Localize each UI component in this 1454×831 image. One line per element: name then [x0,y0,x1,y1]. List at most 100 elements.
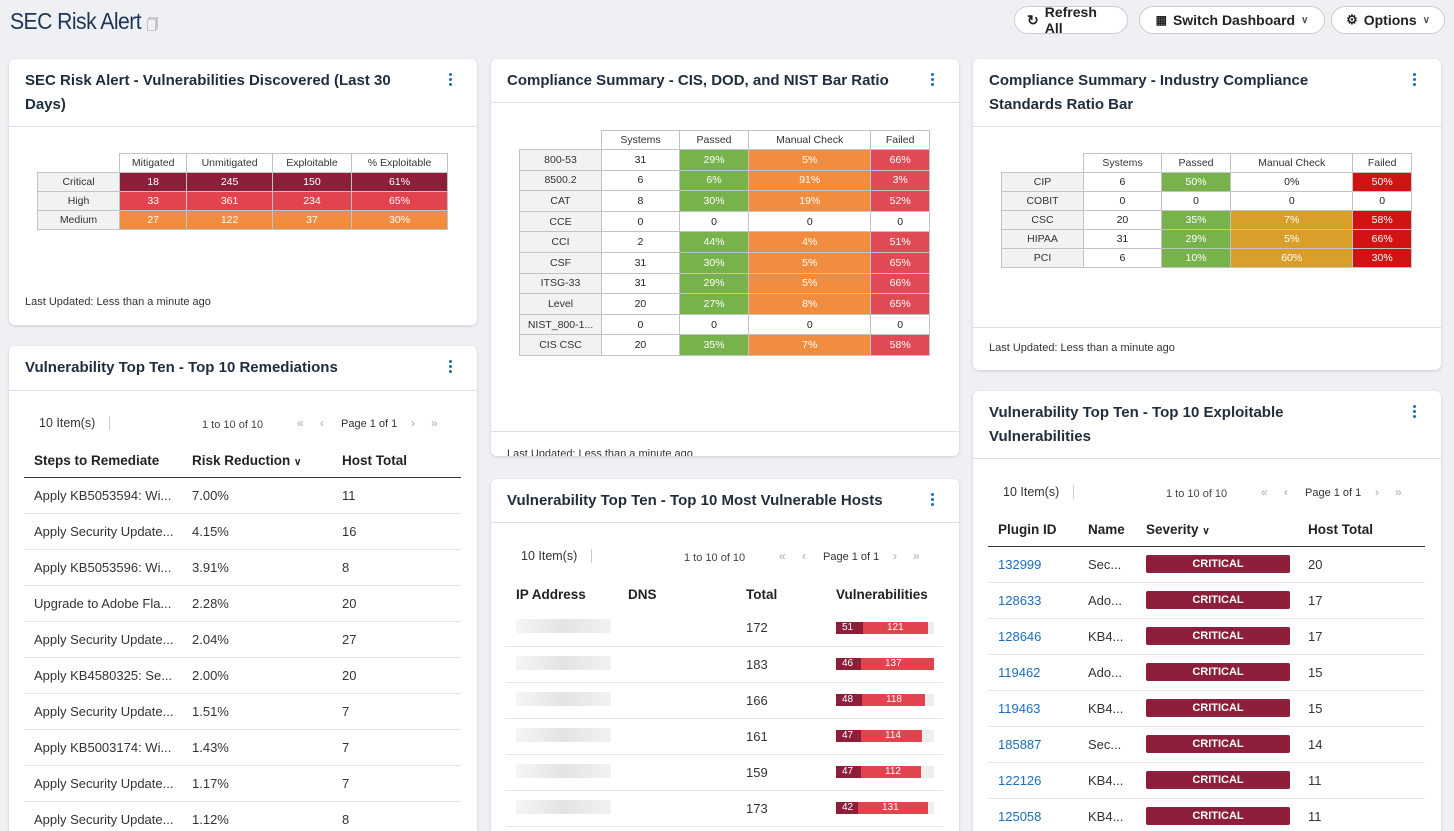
first-page-icon[interactable]: « [779,549,786,563]
matrix-cell[interactable]: 5% [1230,229,1354,249]
matrix-cell[interactable]: 66% [870,149,930,171]
col-host-total[interactable]: Host Total [332,445,461,478]
matrix-cell[interactable]: 29% [678,149,750,171]
table-row[interactable]: 183 46 137 [506,646,943,683]
matrix-cell[interactable]: 27 [118,210,188,230]
severity-bar[interactable]: 47 114 [836,730,943,742]
matrix-cell[interactable]: 0 [1160,191,1232,211]
matrix-cell[interactable]: 30% [678,251,750,274]
col-dns[interactable]: DNS [618,578,736,610]
severity-bar[interactable]: 42 131 [836,802,943,814]
matrix-cell[interactable]: 66% [1352,229,1412,249]
kebab-menu-icon[interactable] [931,73,935,86]
matrix-cell[interactable]: 31 [601,149,680,171]
matrix-cell[interactable]: 7% [748,334,872,356]
matrix-cell[interactable]: 33 [118,191,188,211]
last-page-icon[interactable]: » [431,416,438,430]
last-page-icon[interactable]: » [1395,485,1402,499]
next-page-icon[interactable]: › [411,416,415,430]
matrix-cell[interactable]: 27% [678,293,750,315]
matrix-cell[interactable]: 5% [748,251,872,274]
matrix-cell[interactable]: 234 [271,191,353,211]
cell-vulnerabilities[interactable]: 46 137 [826,646,943,683]
matrix-cell[interactable]: 37 [271,210,353,230]
matrix-cell[interactable]: 91% [748,169,872,192]
matrix-cell[interactable]: 6 [601,169,680,192]
matrix-cell[interactable]: 0 [870,313,930,336]
matrix-cell[interactable]: 4% [748,231,872,253]
col-vulnerabilities[interactable]: Vulnerabilities [826,578,943,610]
table-row[interactable]: 128646 KB4... CRITICAL 17 [988,618,1425,655]
col-total[interactable]: Total [736,578,826,610]
matrix-cell[interactable]: 66% [870,272,930,295]
plugin-link[interactable]: 128633 [998,592,1042,608]
table-row[interactable]: Apply KB5053594: Wi... 7.00% 11 [24,477,461,514]
severity-bar[interactable]: 46 137 [836,658,943,670]
matrix-cell[interactable]: 50% [1352,172,1412,192]
matrix-cell[interactable]: 30% [351,210,448,230]
kebab-menu-icon[interactable] [1413,73,1417,86]
table-row[interactable]: Upgrade to Adobe Fla... 2.28% 20 [24,585,461,622]
matrix-cell[interactable]: 30% [678,190,750,212]
table-row[interactable]: 132999 Sec... CRITICAL 20 [988,546,1425,583]
matrix-cell[interactable]: 44% [678,231,750,253]
last-page-icon[interactable]: » [913,549,920,563]
table-row[interactable]: Apply Security Update... 2.04% 27 [24,621,461,658]
matrix-cell[interactable]: 8 [601,190,680,212]
table-row[interactable]: 128633 Ado... CRITICAL 17 [988,582,1425,619]
matrix-cell[interactable]: 29% [678,272,750,295]
matrix-cell[interactable]: 35% [678,334,750,356]
matrix-cell[interactable]: 2 [601,231,680,253]
table-row[interactable]: Apply KB4580325: Se... 2.00% 20 [24,657,461,694]
matrix-cell[interactable]: 65% [870,293,930,315]
matrix-cell[interactable]: 58% [870,334,930,356]
matrix-cell[interactable]: 29% [1160,229,1232,249]
table-row[interactable]: 166 48 118 [506,682,943,719]
book-icon[interactable]: 🗍 [146,17,159,32]
prev-page-icon[interactable]: ‹ [1284,485,1288,499]
matrix-cell[interactable]: 31 [1083,229,1162,249]
severity-bar[interactable]: 47 112 [836,766,943,778]
kebab-menu-icon[interactable] [449,73,453,86]
col-host-total[interactable]: Host Total [1298,514,1425,547]
col-steps[interactable]: Steps to Remediate [24,445,182,478]
matrix-cell[interactable]: 5% [748,272,872,295]
severity-bar[interactable]: 48 118 [836,694,943,706]
matrix-cell[interactable]: 19% [748,190,872,212]
next-page-icon[interactable]: › [893,549,897,563]
cell-vulnerabilities[interactable]: 47 114 [826,718,943,755]
plugin-link[interactable]: 132999 [998,556,1042,572]
table-row[interactable]: 125058 KB4... CRITICAL 11 [988,798,1425,831]
matrix-cell[interactable]: 50% [1160,172,1232,192]
kebab-menu-icon[interactable] [931,493,935,506]
table-row[interactable]: 159 47 112 [506,754,943,791]
options-button[interactable]: ⚙ Options ∨ [1331,6,1445,34]
matrix-cell[interactable]: 18 [118,172,188,192]
col-plugin-id[interactable]: Plugin ID [988,514,1078,547]
matrix-cell[interactable]: 6% [678,169,750,192]
matrix-cell[interactable]: 52% [870,190,930,212]
prev-page-icon[interactable]: ‹ [320,416,324,430]
matrix-cell[interactable]: 0 [870,210,930,233]
col-ip[interactable]: IP Address [506,578,618,610]
plugin-link[interactable]: 122126 [998,772,1042,788]
matrix-cell[interactable]: 65% [870,251,930,274]
table-row[interactable]: 161 47 114 [506,718,943,755]
plugin-link[interactable]: 185887 [998,736,1042,752]
col-risk-reduction[interactable]: Risk Reduction ∨ [182,445,332,478]
matrix-cell[interactable]: 51% [870,231,930,253]
matrix-cell[interactable]: 30% [1352,248,1412,268]
matrix-cell[interactable]: 0 [748,313,872,336]
matrix-cell[interactable]: 5% [748,149,872,171]
table-row[interactable]: 185887 Sec... CRITICAL 14 [988,726,1425,763]
matrix-cell[interactable]: 0 [601,313,680,336]
matrix-cell[interactable]: 60% [1230,248,1354,268]
cell-vulnerabilities[interactable]: 48 118 [826,682,943,719]
table-row[interactable]: 173 42 131 [506,790,943,827]
cell-vulnerabilities[interactable]: 47 112 [826,754,943,791]
matrix-cell[interactable]: 35% [1160,210,1232,230]
table-row[interactable]: 119463 KB4... CRITICAL 15 [988,690,1425,727]
kebab-menu-icon[interactable] [449,360,453,373]
cell-vulnerabilities[interactable]: 42 131 [826,790,943,827]
matrix-cell[interactable]: 61% [351,172,448,192]
